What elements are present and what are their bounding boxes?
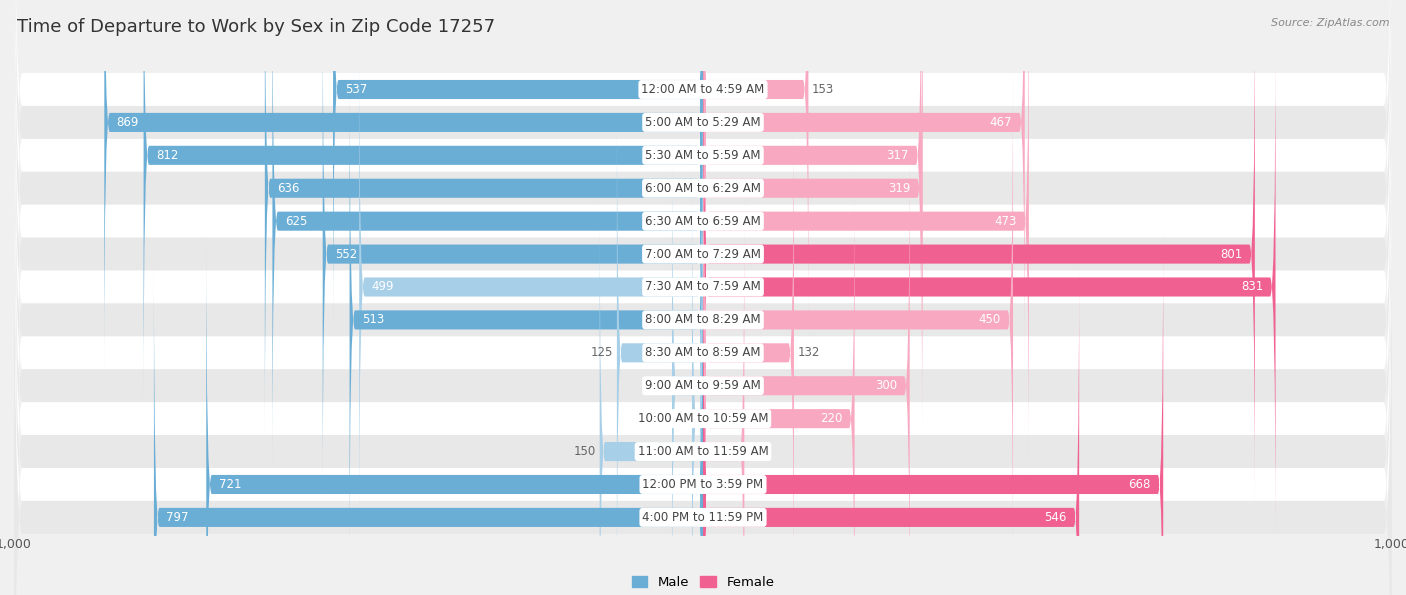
FancyBboxPatch shape — [14, 0, 1392, 501]
Text: 300: 300 — [875, 379, 897, 392]
FancyBboxPatch shape — [703, 66, 1012, 574]
FancyBboxPatch shape — [264, 0, 703, 442]
Text: 721: 721 — [219, 478, 242, 491]
FancyBboxPatch shape — [617, 99, 703, 595]
Text: 450: 450 — [979, 314, 1001, 327]
Text: 319: 319 — [889, 181, 910, 195]
FancyBboxPatch shape — [703, 0, 922, 442]
Text: 45: 45 — [654, 379, 669, 392]
FancyBboxPatch shape — [14, 0, 1392, 567]
FancyBboxPatch shape — [14, 0, 1392, 595]
FancyBboxPatch shape — [350, 66, 703, 574]
FancyBboxPatch shape — [14, 73, 1392, 595]
FancyBboxPatch shape — [14, 7, 1392, 595]
FancyBboxPatch shape — [703, 99, 794, 595]
Text: 6:30 AM to 6:59 AM: 6:30 AM to 6:59 AM — [645, 215, 761, 228]
FancyBboxPatch shape — [703, 33, 1275, 541]
Text: 869: 869 — [117, 116, 139, 129]
Text: 132: 132 — [797, 346, 820, 359]
FancyBboxPatch shape — [703, 0, 808, 343]
Text: 12:00 PM to 3:59 PM: 12:00 PM to 3:59 PM — [643, 478, 763, 491]
Text: 220: 220 — [820, 412, 842, 425]
Text: 317: 317 — [887, 149, 910, 162]
Legend: Male, Female: Male, Female — [631, 576, 775, 589]
Text: Time of Departure to Work by Sex in Zip Code 17257: Time of Departure to Work by Sex in Zip … — [17, 18, 495, 36]
Text: 668: 668 — [1129, 478, 1152, 491]
Text: 625: 625 — [285, 215, 307, 228]
FancyBboxPatch shape — [703, 1, 1254, 508]
Text: 11:00 AM to 11:59 AM: 11:00 AM to 11:59 AM — [638, 445, 768, 458]
FancyBboxPatch shape — [143, 0, 703, 409]
FancyBboxPatch shape — [153, 264, 703, 595]
Text: 801: 801 — [1220, 248, 1243, 261]
Text: 552: 552 — [335, 248, 357, 261]
FancyBboxPatch shape — [692, 165, 703, 595]
Text: 499: 499 — [371, 280, 394, 293]
FancyBboxPatch shape — [14, 0, 1392, 595]
Text: 16: 16 — [673, 412, 689, 425]
Text: 7:30 AM to 7:59 AM: 7:30 AM to 7:59 AM — [645, 280, 761, 293]
Text: 8:30 AM to 8:59 AM: 8:30 AM to 8:59 AM — [645, 346, 761, 359]
FancyBboxPatch shape — [323, 1, 703, 508]
Text: 9:00 AM to 9:59 AM: 9:00 AM to 9:59 AM — [645, 379, 761, 392]
FancyBboxPatch shape — [703, 231, 1163, 595]
FancyBboxPatch shape — [703, 264, 1080, 595]
FancyBboxPatch shape — [672, 132, 703, 595]
FancyBboxPatch shape — [14, 106, 1392, 595]
FancyBboxPatch shape — [14, 0, 1392, 595]
Text: 125: 125 — [591, 346, 613, 359]
FancyBboxPatch shape — [703, 198, 744, 595]
Text: 5:30 AM to 5:59 AM: 5:30 AM to 5:59 AM — [645, 149, 761, 162]
FancyBboxPatch shape — [599, 198, 703, 595]
Text: 7:00 AM to 7:29 AM: 7:00 AM to 7:29 AM — [645, 248, 761, 261]
FancyBboxPatch shape — [333, 0, 703, 343]
Text: 537: 537 — [346, 83, 368, 96]
Text: 8:00 AM to 8:29 AM: 8:00 AM to 8:29 AM — [645, 314, 761, 327]
Text: Source: ZipAtlas.com: Source: ZipAtlas.com — [1271, 18, 1389, 28]
Text: 5:00 AM to 5:29 AM: 5:00 AM to 5:29 AM — [645, 116, 761, 129]
Text: 473: 473 — [994, 215, 1017, 228]
FancyBboxPatch shape — [359, 33, 703, 541]
Text: 60: 60 — [748, 445, 762, 458]
FancyBboxPatch shape — [207, 231, 703, 595]
FancyBboxPatch shape — [703, 132, 910, 595]
Text: 797: 797 — [166, 511, 188, 524]
Text: 513: 513 — [361, 314, 384, 327]
Text: 4:00 PM to 11:59 PM: 4:00 PM to 11:59 PM — [643, 511, 763, 524]
FancyBboxPatch shape — [104, 0, 703, 376]
Text: 636: 636 — [277, 181, 299, 195]
FancyBboxPatch shape — [14, 40, 1392, 595]
Text: 10:00 AM to 10:59 AM: 10:00 AM to 10:59 AM — [638, 412, 768, 425]
Text: 467: 467 — [990, 116, 1012, 129]
FancyBboxPatch shape — [14, 139, 1392, 595]
FancyBboxPatch shape — [14, 0, 1392, 468]
FancyBboxPatch shape — [14, 0, 1392, 534]
Text: 153: 153 — [811, 83, 834, 96]
Text: 6:00 AM to 6:29 AM: 6:00 AM to 6:29 AM — [645, 181, 761, 195]
Text: 12:00 AM to 4:59 AM: 12:00 AM to 4:59 AM — [641, 83, 765, 96]
FancyBboxPatch shape — [703, 0, 1025, 376]
FancyBboxPatch shape — [703, 0, 1029, 475]
FancyBboxPatch shape — [703, 0, 921, 409]
Text: 812: 812 — [156, 149, 179, 162]
FancyBboxPatch shape — [273, 0, 703, 475]
Text: 831: 831 — [1241, 280, 1263, 293]
FancyBboxPatch shape — [703, 165, 855, 595]
FancyBboxPatch shape — [14, 0, 1392, 595]
Text: 150: 150 — [574, 445, 596, 458]
Text: 546: 546 — [1045, 511, 1067, 524]
FancyBboxPatch shape — [14, 0, 1392, 595]
